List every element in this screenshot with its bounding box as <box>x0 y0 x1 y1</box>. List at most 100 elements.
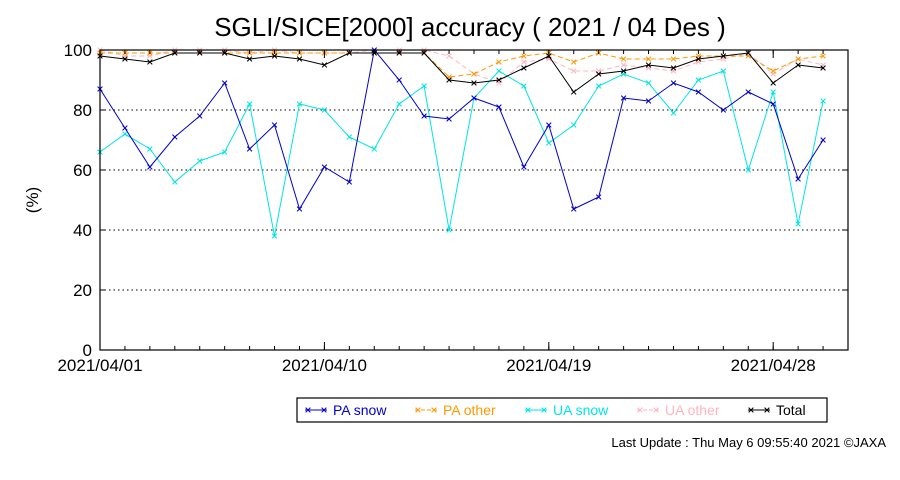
data-point <box>446 77 452 83</box>
legend-marker <box>764 407 770 413</box>
data-point <box>695 56 702 62</box>
data-point <box>321 107 328 113</box>
data-point <box>595 194 602 200</box>
data-point <box>770 89 776 95</box>
data-point <box>546 122 552 128</box>
data-point <box>246 146 253 152</box>
data-point <box>820 137 826 143</box>
data-point <box>546 140 552 146</box>
data-point <box>371 146 378 152</box>
series-line-ua-other <box>99 49 824 84</box>
data-point <box>620 62 627 68</box>
data-point <box>147 59 153 65</box>
data-point <box>196 158 203 164</box>
data-point <box>196 113 203 119</box>
legend-marker <box>541 407 547 413</box>
legend-label: PA other <box>443 402 496 418</box>
data-point <box>595 71 602 77</box>
series-line-ua-snow <box>99 70 824 237</box>
data-point <box>720 107 727 113</box>
data-point <box>570 89 577 95</box>
data-point <box>496 68 502 74</box>
data-point <box>446 227 452 233</box>
data-point <box>795 62 801 68</box>
data-point <box>795 56 801 62</box>
y-tick-label: 60 <box>73 161 92 180</box>
data-point <box>147 146 153 152</box>
data-point <box>720 68 727 74</box>
series-line-total <box>99 52 824 93</box>
legend-label: UA snow <box>553 402 609 418</box>
axis-ticks: 0 20 40 60 80 100 2021/04/01 2021/04/10 2021/04/… <box>57 41 849 375</box>
data-point <box>795 176 801 182</box>
last-update-text: Last Update : Thu May 6 09:55:40 2021 ©J… <box>611 435 886 450</box>
data-point <box>296 206 303 212</box>
data-point <box>745 89 752 95</box>
data-point <box>770 68 776 74</box>
data-point <box>296 56 303 62</box>
data-point <box>421 113 427 119</box>
y-tick-label: 40 <box>73 221 92 240</box>
data-point <box>645 98 652 104</box>
data-point <box>496 77 502 83</box>
data-point <box>271 233 278 239</box>
data-point <box>446 116 452 122</box>
data-point <box>795 221 801 227</box>
legend-marker <box>653 407 659 413</box>
data-point <box>670 110 677 116</box>
legend-marker <box>525 407 531 413</box>
data-point <box>122 56 128 62</box>
data-point <box>620 56 627 62</box>
data-point <box>346 134 353 140</box>
data-point <box>147 164 153 170</box>
data-point <box>396 77 402 83</box>
data-point <box>521 65 527 71</box>
data-point <box>221 149 228 155</box>
data-point <box>820 53 826 59</box>
data-point <box>720 53 727 59</box>
data-point <box>246 56 253 62</box>
data-point <box>396 101 402 107</box>
data-point <box>172 134 178 140</box>
data-point <box>645 80 652 86</box>
data-point <box>620 68 627 74</box>
x-tick-label: 2021/04/28 <box>731 356 816 375</box>
legend-marker <box>637 407 643 413</box>
data-point <box>820 65 826 71</box>
y-tick-label: 80 <box>73 101 92 120</box>
data-point <box>670 56 677 62</box>
data-point <box>570 206 577 212</box>
x-tick-label: 2021/04/01 <box>57 356 142 375</box>
legend-label: UA other <box>665 402 720 418</box>
data-point <box>670 65 677 71</box>
data-point <box>770 80 776 86</box>
data-point <box>645 62 652 68</box>
legend: PA snow PA other UA snow UA other Total <box>296 397 828 423</box>
data-point <box>496 104 502 110</box>
data-point <box>521 164 527 170</box>
series-line-pa-snow <box>99 48 824 211</box>
data-point <box>296 101 303 107</box>
data-point <box>122 125 128 131</box>
y-axis-label: (%) <box>23 187 42 213</box>
data-point <box>570 59 577 65</box>
legend-label: Total <box>776 402 806 418</box>
data-point <box>620 95 627 101</box>
data-point <box>570 68 577 74</box>
data-point <box>321 62 328 68</box>
data-point <box>770 101 776 107</box>
grid-lines <box>100 109 848 291</box>
data-point <box>570 122 577 128</box>
y-tick-label: 100 <box>64 41 92 60</box>
legend-marker <box>305 407 311 413</box>
data-point <box>595 83 602 89</box>
data-point <box>271 53 278 59</box>
legend-marker <box>415 407 421 413</box>
data-point <box>346 179 353 185</box>
data-point <box>246 101 253 107</box>
data-point <box>271 122 278 128</box>
data-point <box>745 167 752 173</box>
data-point <box>321 164 328 170</box>
data-point <box>521 59 527 65</box>
